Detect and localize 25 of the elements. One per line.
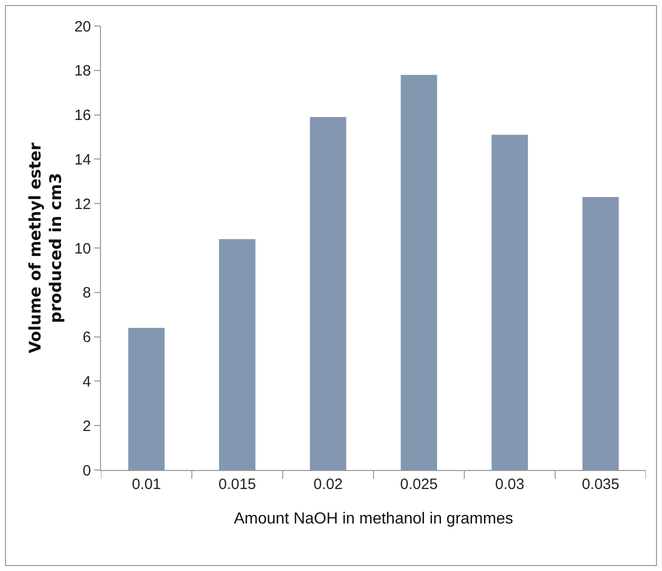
x-tick-label: 0.01	[132, 476, 162, 493]
x-tick-label: 0.015	[218, 476, 256, 493]
y-tick-label: 2	[82, 418, 91, 435]
y-tick-label: 14	[74, 151, 91, 168]
y-tick-label: 0	[82, 462, 91, 480]
y-axis-title: Volume of methyl ester produced in cm3	[25, 142, 66, 354]
bar	[310, 117, 346, 470]
y-tick-label: 6	[82, 329, 91, 346]
y-tick-label: 8	[82, 284, 91, 302]
x-axis-title: Amount NaOH in methanol in grammes	[234, 510, 514, 528]
x-tick-label: 0.035	[582, 476, 620, 493]
x-tick-label: 0.02	[313, 476, 343, 493]
y-tick-label: 16	[74, 107, 91, 124]
bar	[219, 239, 256, 470]
bar	[582, 196, 619, 470]
x-tick-label: 0.03	[495, 476, 524, 493]
y-tick-label: 10	[74, 240, 91, 258]
y-tick-label: 4	[82, 373, 91, 390]
x-tick-label: 0.025	[400, 476, 438, 493]
y-tick-label: 18	[74, 62, 91, 80]
bar	[492, 134, 528, 470]
bar	[400, 74, 438, 470]
bar	[128, 328, 165, 470]
y-tick-label: 20	[74, 18, 91, 36]
y-tick-label: 12	[74, 196, 91, 213]
